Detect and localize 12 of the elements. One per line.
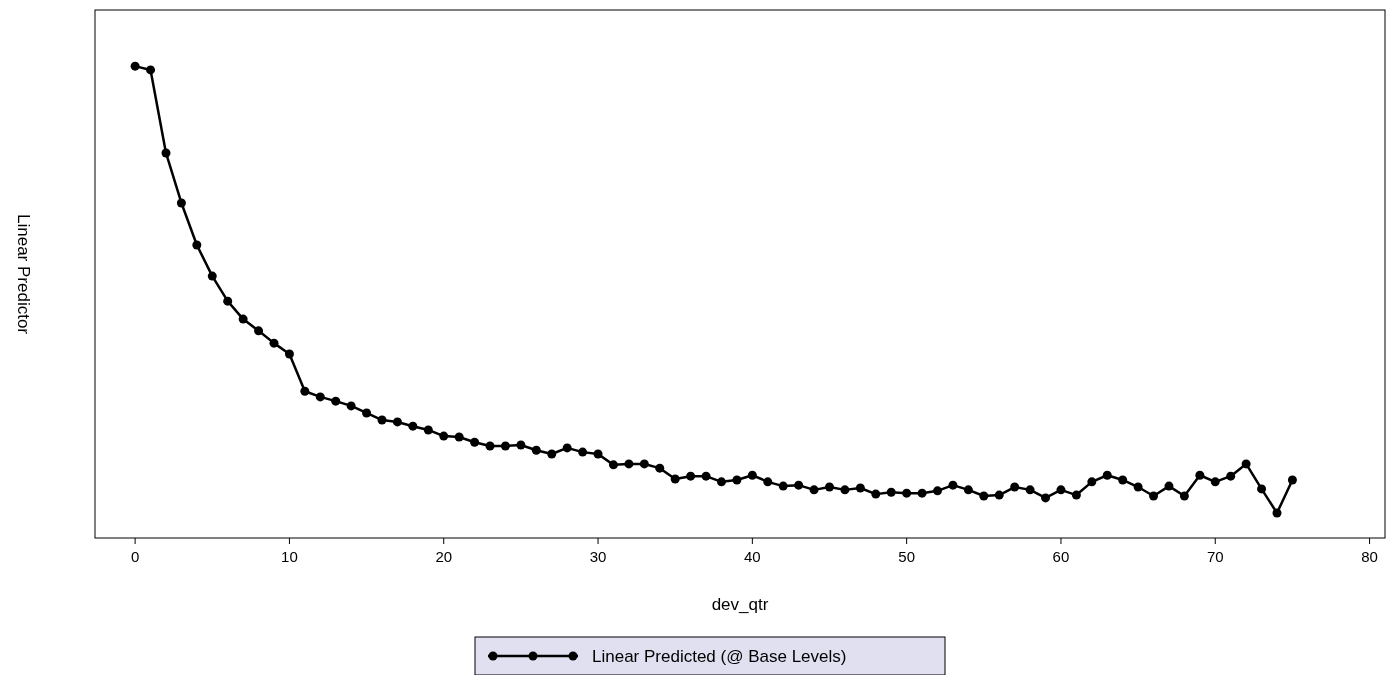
x-tick-label: 20 <box>435 548 453 565</box>
x-tick-label: 80 <box>1361 548 1378 565</box>
x-tick-label: 50 <box>898 548 915 565</box>
x-tick-label: 40 <box>744 548 761 565</box>
x-axis-title: dev_qtr <box>711 595 769 614</box>
x-tick-label: 30 <box>589 548 607 565</box>
x-tick-label: 0 <box>130 548 140 565</box>
x-tick-label: 10 <box>281 548 298 565</box>
x-tick-label: 60 <box>1052 548 1070 565</box>
x-tick-label: 70 <box>1206 548 1224 565</box>
y-axis-title: Linear Predictor <box>14 213 33 335</box>
legend-label: Linear Predicted (@ Base Levels) <box>592 647 847 666</box>
